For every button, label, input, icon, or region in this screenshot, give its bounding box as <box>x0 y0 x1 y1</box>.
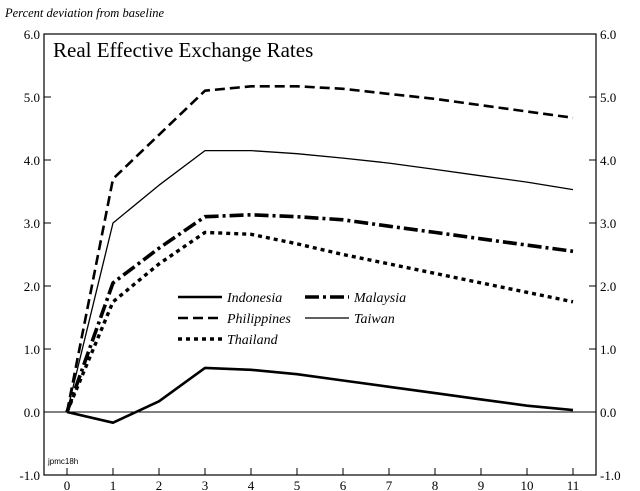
legend-label-malaysia: Malaysia <box>353 291 406 306</box>
left-y-tick-label-3-0: 3.0 <box>24 216 40 231</box>
series-line-taiwan <box>66 149 574 413</box>
left-y-tick-label-1-0: 1.0 <box>24 342 40 357</box>
legend-label-indonesia: Indonesia <box>226 291 282 306</box>
plot-frame <box>43 33 597 476</box>
left-y-tick-label-5-0: 5.0 <box>24 90 40 105</box>
x-tick-label-5: 5 <box>294 478 301 491</box>
x-tick-label-11: 11 <box>567 478 580 491</box>
y-axis-label: Percent deviation from baseline <box>4 6 165 20</box>
series-line-thailand <box>65 230 574 413</box>
legend-label-taiwan: Taiwan <box>354 312 395 327</box>
legend: Indonesia Malaysia Philippines Taiwan Th… <box>178 291 406 348</box>
series-line-malaysia <box>65 213 574 413</box>
x-tick-label-7: 7 <box>386 478 393 491</box>
right-y-tick-label-0-0: 0.0 <box>600 405 616 420</box>
legend-label-philippines: Philippines <box>226 312 291 327</box>
chart-title: Real Effective Exchange Rates <box>53 38 313 62</box>
left-y-tick-label-0-0: 0.0 <box>24 405 40 420</box>
left-y-tick-label-2-0: 2.0 <box>24 279 40 294</box>
x-tick-label-0: 0 <box>64 478 71 491</box>
x-tick-label-3: 3 <box>202 478 209 491</box>
legend-label-thailand: Thailand <box>227 333 279 348</box>
right-y-tick-label-5-0: 5.0 <box>600 90 616 105</box>
x-tick-label-2: 2 <box>156 478 163 491</box>
left-y-ticks: -1.0 0.0 1.0 2.0 3.0 4.0 5.0 6.0 <box>19 27 51 483</box>
left-y-tick-label-4-0: 4.0 <box>24 153 40 168</box>
left-y-tick-label--1-0: -1.0 <box>19 468 40 483</box>
series-line-indonesia <box>66 366 574 425</box>
series-line-philippines <box>65 85 574 413</box>
source-note: jpmc18h <box>47 457 78 466</box>
right-y-tick-label-3-0: 3.0 <box>600 216 616 231</box>
x-tick-label-6: 6 <box>340 478 347 491</box>
series-layer <box>65 85 574 425</box>
x-tick-label-8: 8 <box>432 478 439 491</box>
x-tick-label-10: 10 <box>521 478 534 491</box>
x-tick-label-1: 1 <box>110 478 117 491</box>
x-ticks: 0 1 2 3 4 5 6 7 8 9 10 11 <box>64 468 580 491</box>
right-y-tick-label-6-0: 6.0 <box>600 27 616 42</box>
right-y-ticks: -1.0 0.0 1.0 2.0 3.0 4.0 5.0 6.0 <box>589 27 621 483</box>
x-tick-label-9: 9 <box>478 478 485 491</box>
right-y-tick-label-4-0: 4.0 <box>600 153 616 168</box>
right-y-tick-label--1-0: -1.0 <box>600 468 621 483</box>
right-y-tick-label-2-0: 2.0 <box>600 279 616 294</box>
left-y-tick-label-6-0: 6.0 <box>24 27 40 42</box>
right-y-tick-label-1-0: 1.0 <box>600 342 616 357</box>
x-tick-label-4: 4 <box>248 478 255 491</box>
